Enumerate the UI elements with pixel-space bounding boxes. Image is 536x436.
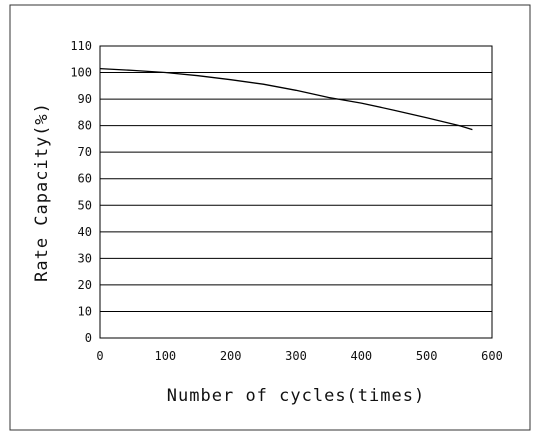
y-tick-label: 0 [85, 331, 92, 345]
y-tick-label: 30 [78, 251, 92, 265]
y-tick-label: 40 [78, 225, 92, 239]
y-axis-title: Rate Capacity(%) [32, 102, 52, 282]
y-tick-label: 100 [70, 66, 92, 80]
y-tick-label: 50 [78, 198, 92, 212]
y-tick-labels: 0 10 20 30 40 50 60 70 80 90 100 110 [70, 39, 92, 345]
outer-frame [9, 4, 531, 431]
x-tick-label: 600 [481, 349, 503, 363]
series-line [99, 67, 473, 131]
x-tick-label: 200 [220, 349, 242, 363]
y-tick-label: 110 [70, 39, 92, 53]
y-tick-label: 70 [78, 145, 92, 159]
x-tick-label: 300 [285, 349, 307, 363]
y-tick-label: 80 [78, 119, 92, 133]
y-tick-label: 90 [78, 92, 92, 106]
y-tick-label: 20 [78, 278, 92, 292]
y-tick-label: 60 [78, 172, 92, 186]
y-tick-label: 10 [78, 304, 92, 318]
x-tick-label: 100 [154, 349, 176, 363]
x-tick-label: 400 [350, 349, 372, 363]
x-axis-title: Number of cycles(times) [167, 386, 425, 406]
x-tick-label: 0 [96, 349, 103, 363]
plot-frame [99, 45, 493, 339]
x-tick-labels: 0 100 200 300 400 500 600 [96, 349, 502, 363]
x-tick-label: 500 [416, 349, 438, 363]
series-layer [99, 67, 473, 131]
